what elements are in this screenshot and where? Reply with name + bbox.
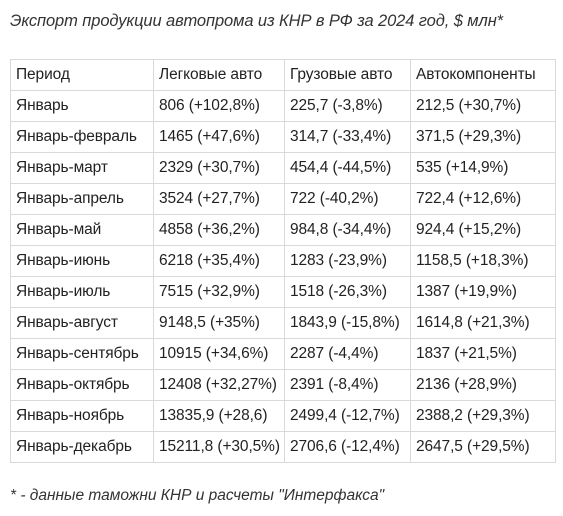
- export-table: Период Легковые авто Грузовые авто Авток…: [10, 59, 556, 463]
- period-cell: Январь-март: [10, 152, 154, 184]
- auto-components-cell: 2388,2 (+29,3%): [410, 400, 556, 432]
- period-cell: Январь-сентябрь: [10, 338, 154, 370]
- table-row: Январь-сентябрь 10915 (+34,6%) 2287 (-4,4%…: [10, 338, 556, 370]
- trucks-cell: 2391 (-8,4%): [284, 369, 411, 401]
- export-table-container: Период Легковые авто Грузовые авто Авток…: [10, 59, 556, 463]
- footnote: * - данные таможни КНР и расчеты "Интерф…: [10, 487, 385, 504]
- trucks-cell: 314,7 (-33,4%): [284, 121, 411, 153]
- trucks-cell: 2706,6 (-12,4%): [284, 431, 411, 463]
- table-header-row: Период Легковые авто Грузовые авто Авток…: [10, 59, 556, 91]
- auto-components-cell: 722,4 (+12,6%): [410, 183, 556, 215]
- header-auto-components: Автокомпоненты: [410, 59, 556, 91]
- period-cell: Январь-ноябрь: [10, 400, 154, 432]
- period-cell: Январь: [10, 90, 154, 122]
- passenger-cars-cell: 12408 (+32,27%): [153, 369, 285, 401]
- table-row: Январь-октябрь 12408 (+32,27%) 2391 (-8,4%…: [10, 369, 556, 401]
- header-trucks: Грузовые авто: [284, 59, 411, 91]
- table-row: Январь-март 2329 (+30,7%) 454,4 (-44,5%) 53…: [10, 152, 556, 184]
- table-row: Январь-апрель 3524 (+27,7%) 722 (-40,2%) 72…: [10, 183, 556, 215]
- document-title: Экспорт продукции автопрома из КНР в РФ …: [10, 12, 503, 30]
- table-row: Январь-июнь 6218 (+35,4%) 1283 (-23,9%) 115…: [10, 245, 556, 277]
- trucks-cell: 1518 (-26,3%): [284, 276, 411, 308]
- passenger-cars-cell: 10915 (+34,6%): [153, 338, 285, 370]
- auto-components-cell: 1837 (+21,5%): [410, 338, 556, 370]
- passenger-cars-cell: 7515 (+32,9%): [153, 276, 285, 308]
- table-row: Январь 806 (+102,8%) 225,7 (-3,8%) 212,5 (+…: [10, 90, 556, 122]
- period-cell: Январь-февраль: [10, 121, 154, 153]
- table-row: Январь-май 4858 (+36,2%) 984,8 (-34,4%) 924…: [10, 214, 556, 246]
- trucks-cell: 722 (-40,2%): [284, 183, 411, 215]
- auto-components-cell: 212,5 (+30,7%): [410, 90, 556, 122]
- auto-components-cell: 1158,5 (+18,3%): [410, 245, 556, 277]
- period-cell: Январь-октябрь: [10, 369, 154, 401]
- trucks-cell: 1843,9 (-15,8%): [284, 307, 411, 339]
- auto-components-cell: 1387 (+19,9%): [410, 276, 556, 308]
- passenger-cars-cell: 3524 (+27,7%): [153, 183, 285, 215]
- trucks-cell: 1283 (-23,9%): [284, 245, 411, 277]
- passenger-cars-cell: 1465 (+47,6%): [153, 121, 285, 153]
- passenger-cars-cell: 9148,5 (+35%): [153, 307, 285, 339]
- passenger-cars-cell: 13835,9 (+28,6): [153, 400, 285, 432]
- header-period: Период: [10, 59, 154, 91]
- table-row: Январь-декабрь 15211,8 (+30,5%) 2706,6 (-1…: [10, 431, 556, 463]
- auto-components-cell: 371,5 (+29,3%): [410, 121, 556, 153]
- table-row: Январь-ноябрь 13835,9 (+28,6) 2499,4 (-12,…: [10, 400, 556, 432]
- trucks-cell: 225,7 (-3,8%): [284, 90, 411, 122]
- auto-components-cell: 535 (+14,9%): [410, 152, 556, 184]
- auto-components-cell: 2136 (+28,9%): [410, 369, 556, 401]
- auto-components-cell: 2647,5 (+29,5%): [410, 431, 556, 463]
- period-cell: Январь-декабрь: [10, 431, 154, 463]
- table-row: Январь-август 9148,5 (+35%) 1843,9 (-15,8%…: [10, 307, 556, 339]
- trucks-cell: 2499,4 (-12,7%): [284, 400, 411, 432]
- passenger-cars-cell: 4858 (+36,2%): [153, 214, 285, 246]
- header-passenger-cars: Легковые авто: [153, 59, 285, 91]
- passenger-cars-cell: 2329 (+30,7%): [153, 152, 285, 184]
- table-row: Январь-февраль 1465 (+47,6%) 314,7 (-33,4%…: [10, 121, 556, 153]
- period-cell: Январь-май: [10, 214, 154, 246]
- trucks-cell: 454,4 (-44,5%): [284, 152, 411, 184]
- passenger-cars-cell: 806 (+102,8%): [153, 90, 285, 122]
- auto-components-cell: 1614,8 (+21,3%): [410, 307, 556, 339]
- trucks-cell: 2287 (-4,4%): [284, 338, 411, 370]
- table-body: Январь 806 (+102,8%) 225,7 (-3,8%) 212,5 (+…: [10, 90, 556, 463]
- period-cell: Январь-август: [10, 307, 154, 339]
- auto-components-cell: 924,4 (+15,2%): [410, 214, 556, 246]
- period-cell: Январь-июнь: [10, 245, 154, 277]
- passenger-cars-cell: 6218 (+35,4%): [153, 245, 285, 277]
- passenger-cars-cell: 15211,8 (+30,5%): [153, 431, 285, 463]
- period-cell: Январь-апрель: [10, 183, 154, 215]
- trucks-cell: 984,8 (-34,4%): [284, 214, 411, 246]
- table-row: Январь-июль 7515 (+32,9%) 1518 (-26,3%) 138…: [10, 276, 556, 308]
- period-cell: Январь-июль: [10, 276, 154, 308]
